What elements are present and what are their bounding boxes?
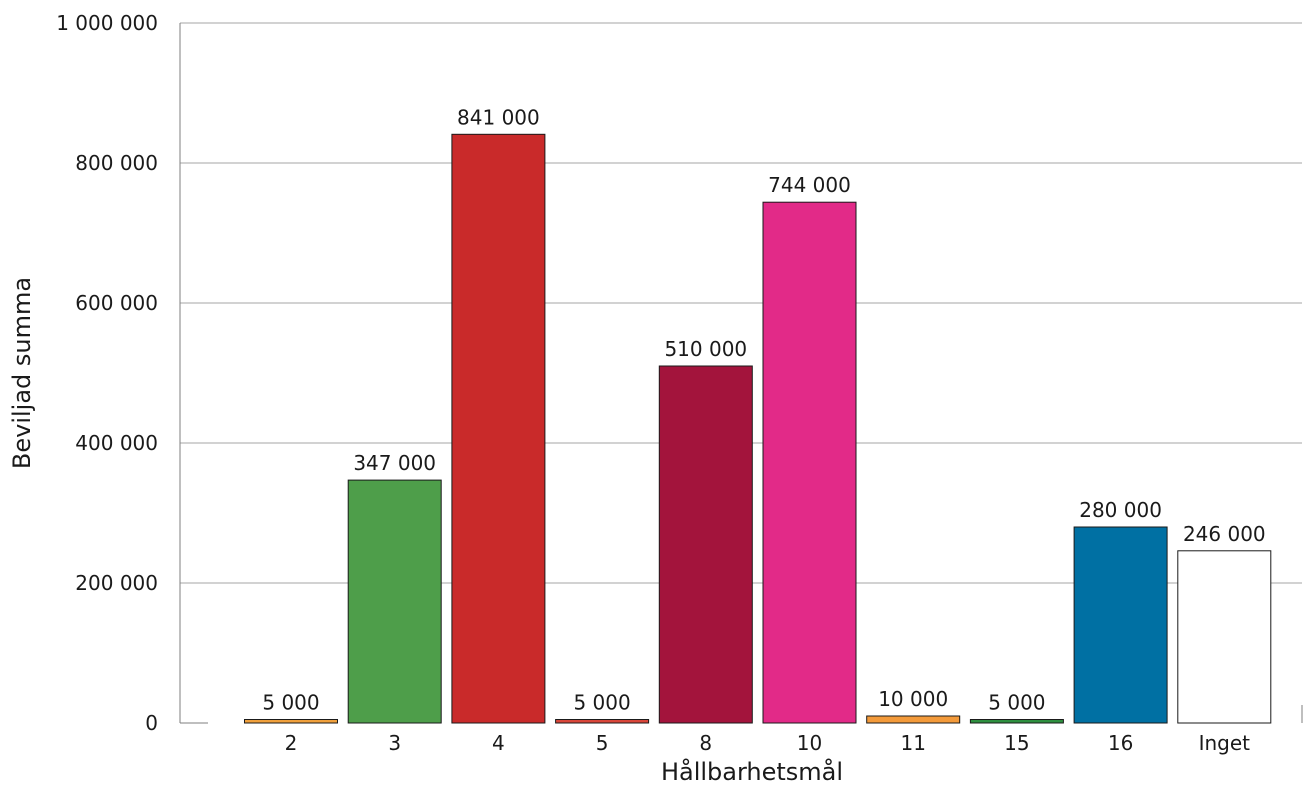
- bar: [244, 719, 338, 724]
- data-label: 10 000: [878, 687, 948, 711]
- y-tick-label: 0: [145, 711, 158, 735]
- x-tick-label: Inget: [1199, 731, 1251, 755]
- x-tick-label: 11: [900, 731, 925, 755]
- data-label: 280 000: [1079, 498, 1162, 522]
- y-tick-label: 1 000 000: [56, 11, 158, 35]
- data-label: 5 000: [573, 691, 630, 715]
- bar: [347, 479, 442, 724]
- bar: [969, 719, 1064, 724]
- bar: [866, 715, 961, 724]
- x-axis-categories: 2 3 4 5 8 10 11 15 16 Inget: [285, 731, 1251, 755]
- y-axis-title: Beviljad summa: [8, 277, 36, 469]
- x-tick-label: 2: [285, 731, 298, 755]
- bar: [658, 365, 753, 724]
- y-tick-label: 800 000: [75, 151, 158, 175]
- data-label: 744 000: [768, 173, 851, 197]
- data-label: 246 000: [1183, 522, 1266, 546]
- bar: [1073, 526, 1168, 724]
- data-label: 510 000: [664, 337, 747, 361]
- y-axis-ticks: 0 200 000 400 000 600 000 800 000 1 000 000: [56, 11, 158, 735]
- data-label: 841 000: [457, 105, 540, 129]
- x-tick-label: 10: [797, 731, 822, 755]
- y-tick-label: 600 000: [75, 291, 158, 315]
- value-labels: 5 000 347 000 841 000 5 000 510 000 744 000 10…: [262, 105, 1265, 714]
- y-tick-label: 400 000: [75, 431, 158, 455]
- y-tick-label: 200 000: [75, 571, 158, 595]
- x-tick-label: 4: [492, 731, 505, 755]
- data-label: 5 000: [262, 691, 319, 715]
- data-label: 347 000: [353, 451, 436, 475]
- x-tick-label: 5: [596, 731, 609, 755]
- x-tick-label: 15: [1004, 731, 1029, 755]
- x-tick-label: 3: [388, 731, 401, 755]
- bar: [555, 719, 650, 724]
- bars: [244, 133, 1272, 724]
- x-tick-label: 16: [1108, 731, 1133, 755]
- x-tick-label: 8: [699, 731, 712, 755]
- data-label: 5 000: [988, 691, 1045, 715]
- bar: [1177, 550, 1272, 724]
- bar: [762, 201, 857, 724]
- x-axis-title: Hållbarhetsmål: [661, 757, 843, 786]
- bar: [451, 133, 546, 724]
